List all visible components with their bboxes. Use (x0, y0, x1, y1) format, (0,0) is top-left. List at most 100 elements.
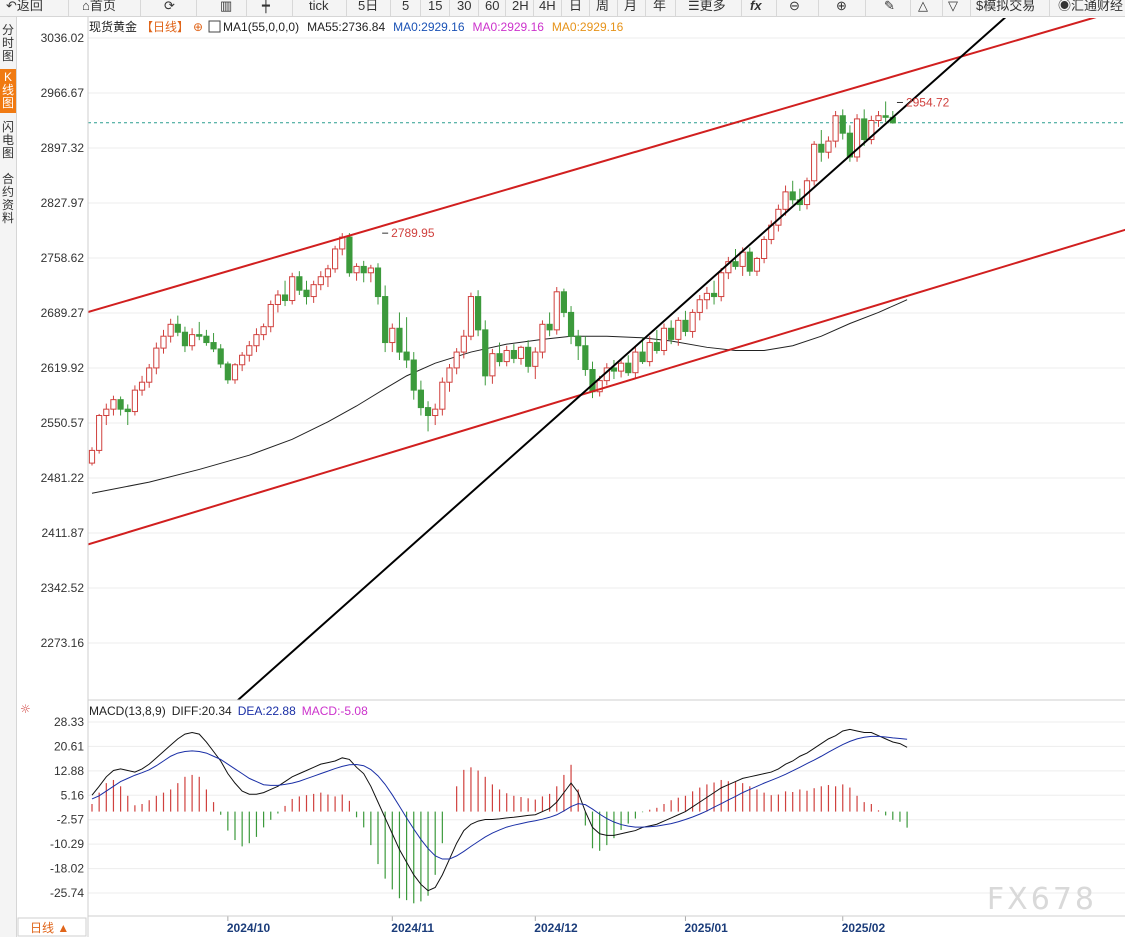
candle-down (582, 345, 589, 371)
candle-up (596, 380, 603, 393)
kline-type-button[interactable]: ▥ (220, 0, 232, 14)
y-tick-label: 2966.67 (41, 86, 85, 100)
candle-up (88, 449, 96, 464)
candle-down (124, 408, 131, 413)
toolbar-divider (420, 0, 421, 16)
period-60m[interactable]: 60 (485, 0, 500, 13)
candle-up (153, 347, 160, 369)
annotation-label: 2954.72 (906, 95, 950, 109)
candle-up (517, 346, 525, 359)
y-tick-label: 2827.97 (41, 196, 85, 210)
candle-up (753, 257, 761, 272)
candle-down (668, 327, 675, 340)
candle-down (846, 132, 853, 158)
period-2h[interactable]: 2H (512, 0, 529, 13)
macd-y-tick-label: -25.74 (50, 886, 84, 900)
candle-up (453, 351, 460, 369)
zoom-in-button[interactable]: ⊕ (836, 0, 847, 14)
candle-down (410, 359, 417, 391)
tab-kline[interactable]: K线图 (0, 69, 16, 113)
back-button[interactable]: ↶返回 (6, 0, 43, 13)
period-15m[interactable]: 15 (428, 0, 443, 13)
candles (88, 101, 896, 466)
triangle-down-icon: ▽ (948, 0, 958, 13)
candle-up (532, 351, 539, 367)
candle-down (424, 407, 432, 417)
y-tick-label: 3036.02 (41, 31, 85, 45)
candle-down (818, 143, 825, 153)
candle-up (539, 323, 546, 353)
candle-down (789, 191, 796, 201)
toolbar-divider (865, 0, 866, 16)
sim-trade-button[interactable]: $模拟交易 (976, 0, 1036, 13)
candle-down (746, 251, 753, 272)
home-button[interactable]: ⌂首页 (82, 0, 116, 13)
candle-down (625, 362, 632, 374)
toolbar-divider (675, 0, 676, 16)
candle-style-button[interactable]: ┿ (262, 0, 270, 14)
period-selector (17, 917, 87, 937)
tab-timeshare[interactable]: 分时图 (1, 23, 14, 63)
triangle-up-button[interactable]: △ (918, 0, 928, 14)
macd-y-tick-label: -18.02 (50, 862, 84, 876)
period-4h[interactable]: 4H (539, 0, 556, 13)
candle-up (811, 143, 818, 182)
y-tick-label: 2411.87 (42, 526, 85, 540)
candle-icon: ┿ (262, 0, 270, 13)
toolbar-divider (292, 0, 293, 16)
bar-chart-icon: ▥ (220, 0, 233, 13)
period-day[interactable]: 日 (569, 0, 583, 13)
candle-down (281, 294, 289, 302)
triangle-down-button[interactable]: ▽ (948, 0, 958, 14)
tab-contract-info[interactable]: 合约资料 (1, 172, 14, 225)
y-tick-label: 2342.52 (41, 581, 85, 595)
candle-down (224, 363, 231, 381)
home-icon: ⌂ (82, 0, 90, 13)
back-icon: ↶ (6, 0, 17, 13)
period-30m[interactable]: 30 (457, 0, 472, 13)
period-5d[interactable]: 5日 (358, 0, 379, 13)
macd-y-tick-label: -2.57 (57, 813, 85, 827)
tick-button[interactable]: tick (309, 0, 329, 13)
candle-up (503, 349, 510, 363)
candle-up (675, 319, 682, 340)
tab-flash[interactable]: 闪电图 (1, 120, 14, 160)
toolbar-divider (1049, 0, 1050, 16)
macd-settings-icon: ☼ (20, 702, 31, 716)
candle-up (289, 276, 296, 302)
ma55-polyline (91, 299, 908, 494)
period-week[interactable]: 周 (596, 0, 610, 13)
axes: 3036.02 2966.67 2897.32 2827.97 2758.62 2689.… (17, 17, 1125, 937)
candle-up (160, 335, 167, 349)
toolbar-divider (346, 0, 347, 16)
toolbar-divider (449, 0, 450, 16)
draw-pen-button[interactable]: ✎ (884, 0, 895, 14)
toolbar-divider (505, 0, 506, 16)
candle-up (146, 367, 153, 383)
period-month[interactable]: 月 (624, 0, 638, 13)
more-button[interactable]: ☰更多 (688, 0, 726, 13)
candle-up (324, 268, 332, 278)
channel-lower-line (88, 228, 1125, 546)
side-tabs: 分时图 K线图 闪电图 合约资料 (0, 17, 17, 937)
trendline (236, 18, 1007, 700)
drawn-trendlines[interactable] (88, 0, 1125, 833)
indicator-button[interactable]: fx (750, 0, 762, 13)
candle-up (260, 326, 267, 336)
zoom-out-button[interactable]: ⊖ (789, 0, 800, 14)
fx678-news-button[interactable]: ◉汇通财经 (1058, 0, 1124, 13)
dollar-icon: $ (976, 0, 984, 13)
candle-up (332, 248, 339, 270)
y-tick-label: 2550.57 (41, 416, 85, 430)
menu-icon: ☰ (688, 0, 700, 13)
refresh-button[interactable]: ⟳ (164, 0, 175, 14)
period-5m[interactable]: 5 (402, 0, 410, 13)
chart-title: 现货黄金 (89, 19, 137, 34)
x-tick-label: 2024/12 (534, 921, 578, 935)
period-year[interactable]: 年 (653, 0, 667, 13)
toolbar-divider (741, 0, 742, 16)
candle-up (718, 272, 725, 298)
price-grid (88, 37, 1125, 921)
candle-up (782, 191, 789, 210)
